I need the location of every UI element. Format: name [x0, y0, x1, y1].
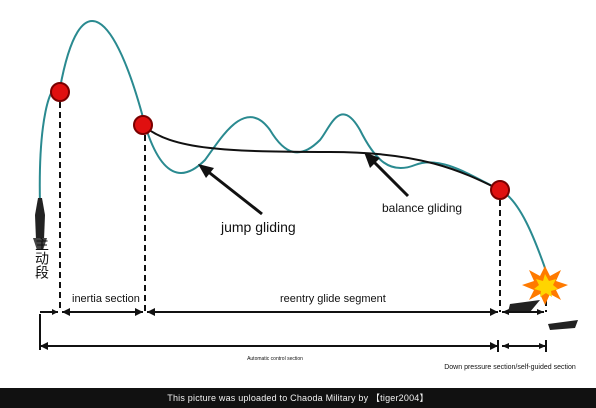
marker-burnout — [50, 82, 70, 102]
reentry-glide-segment-label: reentry glide segment — [280, 293, 386, 305]
balance-gliding-arrow — [370, 158, 410, 198]
trajectory-curve — [38, 20, 546, 269]
launch-section-glyph: 主动段 — [34, 237, 50, 279]
span-terminal-upper-left-head — [502, 309, 509, 315]
trajectory-diagram: 主动段 jump gliding balance gliding inertia… — [33, 20, 578, 371]
span-inertia-left-head — [62, 308, 70, 316]
balance-gliding-label: balance gliding — [382, 201, 462, 215]
target-debris-icon — [508, 300, 540, 312]
span-auto-right-head — [490, 342, 498, 350]
target-ground-icon — [548, 320, 578, 330]
upload-credit-footer: This picture was uploaded to Chaoda Mili… — [0, 388, 596, 408]
jump-gliding-arrow — [205, 168, 263, 216]
down-pressure-section-label: Down pressure section/self-guided sectio… — [444, 364, 576, 371]
rocket-icon — [35, 198, 45, 240]
span-reentry-right-head — [490, 308, 498, 316]
span-terminal-upper-right-head — [537, 309, 544, 315]
balance-glide-line — [142, 124, 501, 191]
span-down-right-head — [539, 343, 546, 349]
span-launch-right-head — [52, 309, 58, 315]
marker-terminal — [490, 180, 510, 200]
span-auto-left-head — [40, 342, 48, 350]
jump-gliding-label: jump gliding — [220, 219, 296, 235]
inertia-section-label: inertia section — [72, 293, 140, 305]
rocket-exhaust-icon — [33, 238, 47, 250]
span-down-left-head — [502, 343, 509, 349]
balance-gliding-arrowhead — [364, 152, 380, 168]
span-reentry-left-head — [147, 308, 155, 316]
explosion-icon — [522, 266, 568, 305]
automatic-control-section-label: Automatic control section — [247, 356, 303, 362]
span-inertia-right-head — [135, 308, 143, 316]
marker-reentry — [133, 115, 153, 135]
jump-gliding-arrowhead — [198, 164, 214, 178]
